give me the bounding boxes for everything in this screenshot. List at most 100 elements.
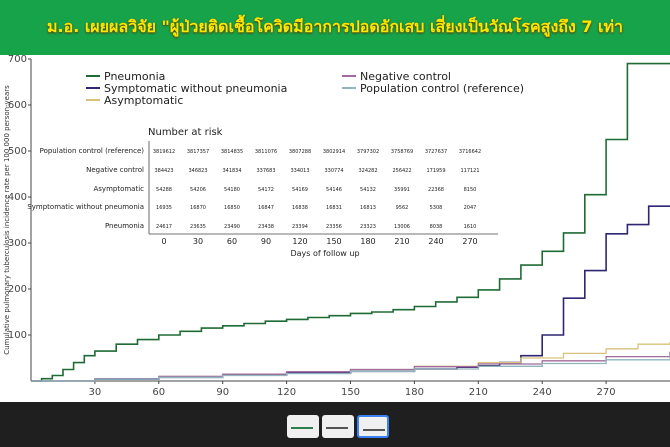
legend-label-negative_control: Negative control [360, 70, 451, 83]
risk-cell: 171959 [426, 168, 445, 174]
risk-cell: 3811076 [255, 149, 277, 155]
x-tick-label: 150 [341, 387, 360, 398]
risk-cell: 16847 [258, 205, 274, 211]
risk-cell: 54288 [156, 187, 172, 193]
risk-cell: 3819612 [153, 149, 175, 155]
x-tick-label: 120 [277, 387, 296, 398]
risk-cell: 3807288 [289, 149, 311, 155]
risk-cell: 3817357 [187, 149, 209, 155]
legend-label-population_control: Population control (reference) [360, 82, 524, 95]
risk-cell: 54146 [326, 187, 342, 193]
risk-cell: 256422 [392, 168, 411, 174]
risk-day-label: 120 [292, 237, 307, 246]
risk-cell: 16838 [292, 205, 308, 211]
risk-cell: 1610 [464, 224, 477, 230]
risk-cell: 117121 [460, 168, 479, 174]
thumbnail-3[interactable] [357, 415, 389, 438]
risk-row-label: Population control (reference) [40, 147, 145, 155]
risk-cell: 3802914 [323, 149, 345, 155]
y-axis-label: Cumulative pulmonary tuberculosis incide… [3, 85, 11, 355]
series-line-population_control [31, 355, 670, 382]
risk-cell: 23394 [292, 224, 308, 230]
risk-day-label: 180 [360, 237, 375, 246]
risk-cell: 16813 [360, 205, 376, 211]
risk-cell: 8150 [464, 187, 477, 193]
risk-day-label: 270 [462, 237, 477, 246]
risk-cell: 35991 [394, 187, 410, 193]
y-tick-label: 100 [8, 330, 27, 341]
risk-row-label: Negative control [86, 166, 144, 174]
risk-cell: 23635 [190, 224, 206, 230]
risk-cell: 54206 [190, 187, 206, 193]
risk-cell: 3814835 [221, 149, 243, 155]
risk-day-label: 60 [227, 237, 237, 246]
thumbnail-preview [363, 429, 385, 431]
legend-label-symptomatic_without_pneumonia: Symptomatic without pneumonia [104, 82, 287, 95]
image-thumbnail-bar [0, 402, 670, 447]
legend-label-pneumonia: Pneumonia [104, 70, 165, 83]
risk-day-label: 30 [193, 237, 203, 246]
risk-cell: 24617 [156, 224, 172, 230]
risk-cell: 16831 [326, 205, 342, 211]
risk-cell: 2047 [464, 205, 477, 211]
risk-cell: 54172 [258, 187, 274, 193]
risk-cell: 330774 [324, 168, 343, 174]
series-line-pneumonia [31, 62, 670, 382]
risk-cell: 54180 [224, 187, 240, 193]
banner-title: ม.อ. เผยผลวิจัย "ผู้ป่วยติดเชื้อโควิดมีอ… [46, 17, 624, 36]
x-tick-label: 180 [405, 387, 424, 398]
risk-day-label: 0 [161, 237, 166, 246]
risk-table-xlabel: Days of follow up [290, 249, 359, 258]
risk-cell: 3716642 [459, 149, 481, 155]
legend-label-asymptomatic: Asymptomatic [104, 94, 183, 107]
risk-cell: 3727637 [425, 149, 447, 155]
thumbnail-preview [291, 427, 313, 429]
risk-cell: 337683 [256, 168, 275, 174]
risk-cell: 54169 [292, 187, 308, 193]
thumbnail-1[interactable] [287, 415, 319, 438]
series-line-negative_control [31, 351, 670, 382]
risk-row-label: Asymptomatic [93, 185, 144, 193]
risk-cell: 23323 [360, 224, 376, 230]
risk-day-label: 210 [394, 237, 409, 246]
risk-cell: 23490 [224, 224, 240, 230]
risk-cell: 341834 [222, 168, 241, 174]
risk-cell: 9562 [396, 205, 409, 211]
banner: ม.อ. เผยผลวิจัย "ผู้ป่วยติดเชื้อโควิดมีอ… [0, 0, 670, 55]
risk-cell: 16850 [224, 205, 240, 211]
thumbnail-2[interactable] [322, 415, 354, 438]
y-tick-label: 300 [8, 238, 27, 249]
tb-incidence-chart: 100 200 300 400 500 600 700 30 60 90 120 150 180 210 2… [0, 55, 670, 402]
y-tick-label: 400 [8, 192, 27, 203]
y-tick-label: 700 [8, 55, 27, 65]
risk-row-label: Symptomatic without pneumonia [27, 203, 144, 211]
risk-cell: 13006 [394, 224, 410, 230]
risk-cell: 54132 [360, 187, 376, 193]
risk-cell: 334013 [290, 168, 309, 174]
risk-cell: 3758769 [391, 149, 413, 155]
risk-day-label: 90 [261, 237, 271, 246]
risk-cell: 23356 [326, 224, 342, 230]
x-tick-label: 210 [469, 387, 488, 398]
risk-cell: 5308 [430, 205, 443, 211]
y-tick-label: 600 [8, 100, 27, 111]
x-tick-label: 60 [152, 387, 165, 398]
x-tick-label: 90 [216, 387, 229, 398]
risk-day-label: 150 [326, 237, 341, 246]
risk-cell: 8038 [430, 224, 443, 230]
x-tick-label: 30 [89, 387, 102, 398]
risk-cell: 324282 [358, 168, 377, 174]
x-tick-label: 240 [533, 387, 552, 398]
risk-table-title: Number at risk [148, 127, 223, 138]
risk-cell: 23438 [258, 224, 274, 230]
risk-cell: 22368 [428, 187, 444, 193]
y-tick-label: 200 [8, 284, 27, 295]
risk-day-label: 240 [428, 237, 443, 246]
risk-cell: 3797302 [357, 149, 379, 155]
risk-cell: 16935 [156, 205, 172, 211]
risk-cell: 346823 [188, 168, 207, 174]
risk-cell: 16870 [190, 205, 206, 211]
risk-row-label: Pneumonia [105, 222, 144, 230]
thumbnail-preview [326, 427, 348, 429]
